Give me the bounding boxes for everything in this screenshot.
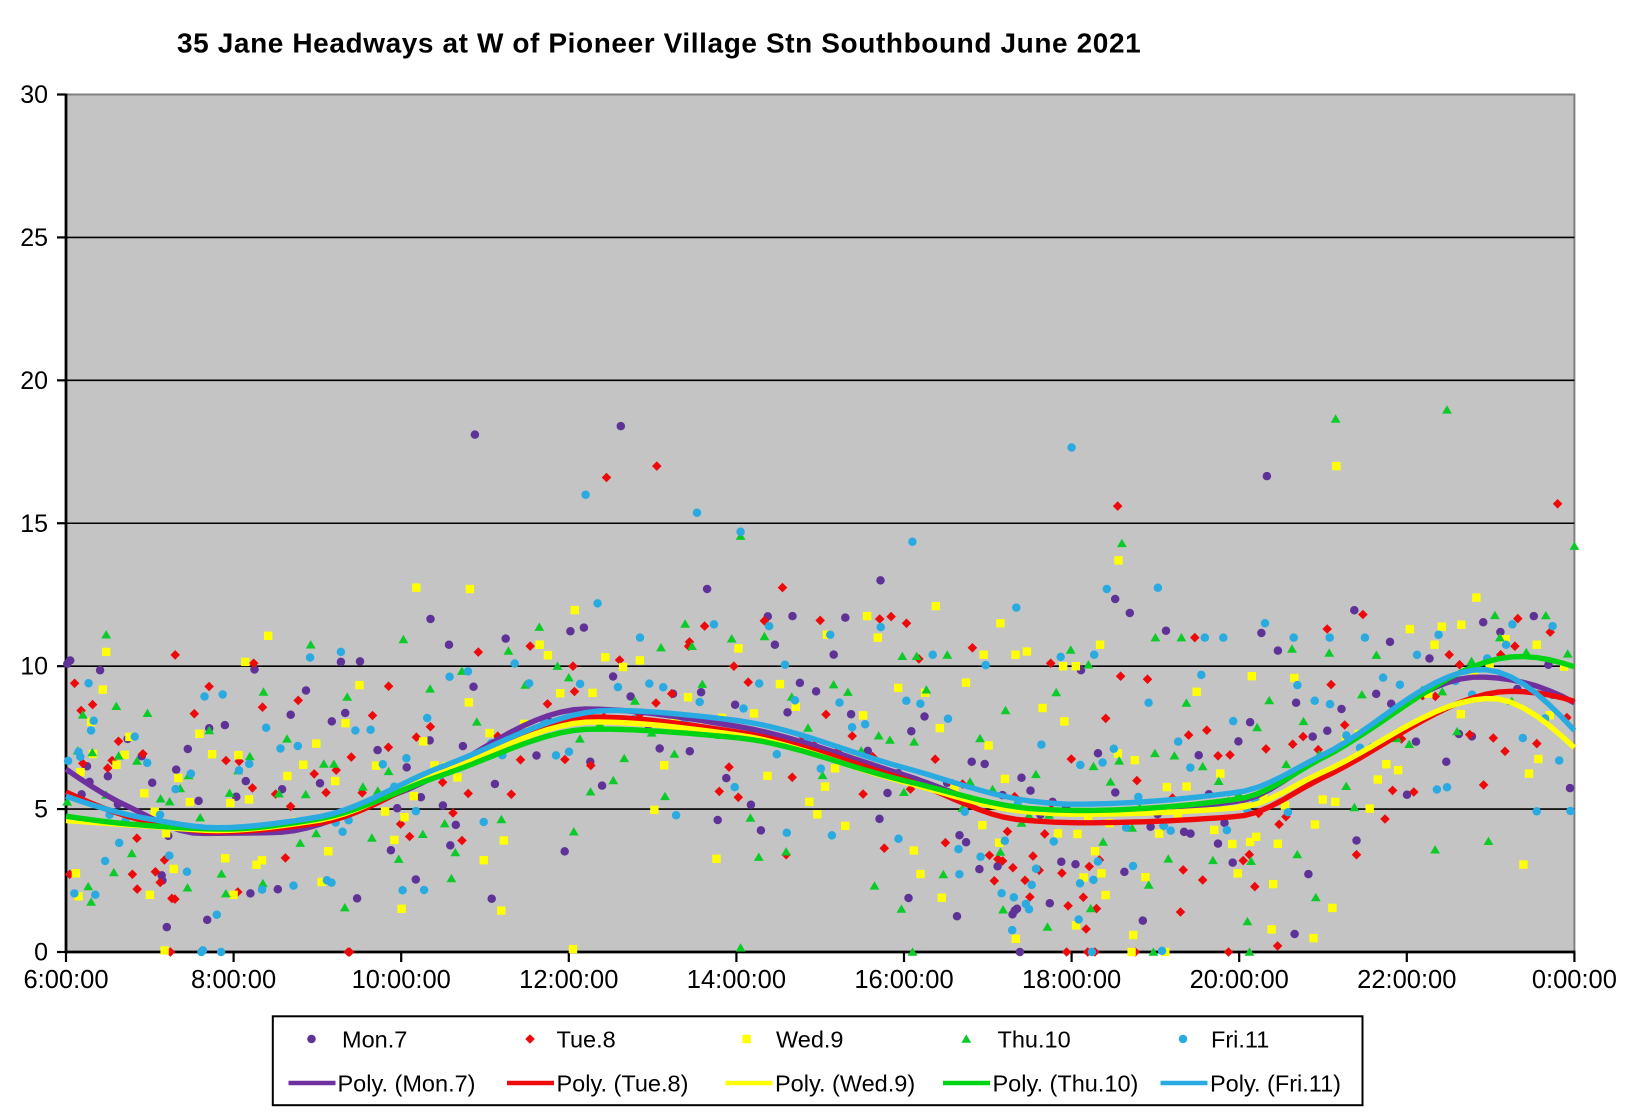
svg-text:Thu.10: Thu.10 [998,1026,1071,1052]
svg-text:Poly. (Wed.9): Poly. (Wed.9) [775,1070,915,1096]
svg-text:18:00:00: 18:00:00 [1022,966,1121,994]
svg-text:Poly. (Thu.10): Poly. (Thu.10) [993,1070,1139,1096]
svg-text:0:00:00: 0:00:00 [1532,966,1617,994]
svg-text:25: 25 [20,224,48,252]
svg-text:20: 20 [20,367,48,395]
svg-text:22:00:00: 22:00:00 [1357,966,1456,994]
svg-text:10:00:00: 10:00:00 [352,966,451,994]
svg-text:10: 10 [20,653,48,681]
svg-text:8:00:00: 8:00:00 [191,966,276,994]
svg-text:14:00:00: 14:00:00 [687,966,786,994]
svg-text:30: 30 [20,81,48,109]
svg-text:35 Jane Headways at W of Pione: 35 Jane Headways at W of Pioneer Village… [177,28,1141,59]
svg-text:Poly. (Tue.8): Poly. (Tue.8) [557,1070,689,1096]
svg-text:Poly. (Mon.7): Poly. (Mon.7) [338,1070,476,1096]
svg-text:Wed.9: Wed.9 [776,1026,844,1052]
svg-text:Poly. (Fri.11): Poly. (Fri.11) [1210,1070,1341,1096]
svg-text:0: 0 [34,939,48,967]
svg-text:16:00:00: 16:00:00 [854,966,953,994]
svg-text:5: 5 [34,796,48,824]
svg-text:12:00:00: 12:00:00 [519,966,618,994]
svg-text:6:00:00: 6:00:00 [23,966,108,994]
svg-text:Fri.11: Fri.11 [1211,1026,1269,1052]
svg-text:20:00:00: 20:00:00 [1190,966,1289,994]
svg-text:Mon.7: Mon.7 [342,1026,407,1052]
svg-text:Tue.8: Tue.8 [557,1026,616,1052]
svg-text:15: 15 [20,510,48,538]
